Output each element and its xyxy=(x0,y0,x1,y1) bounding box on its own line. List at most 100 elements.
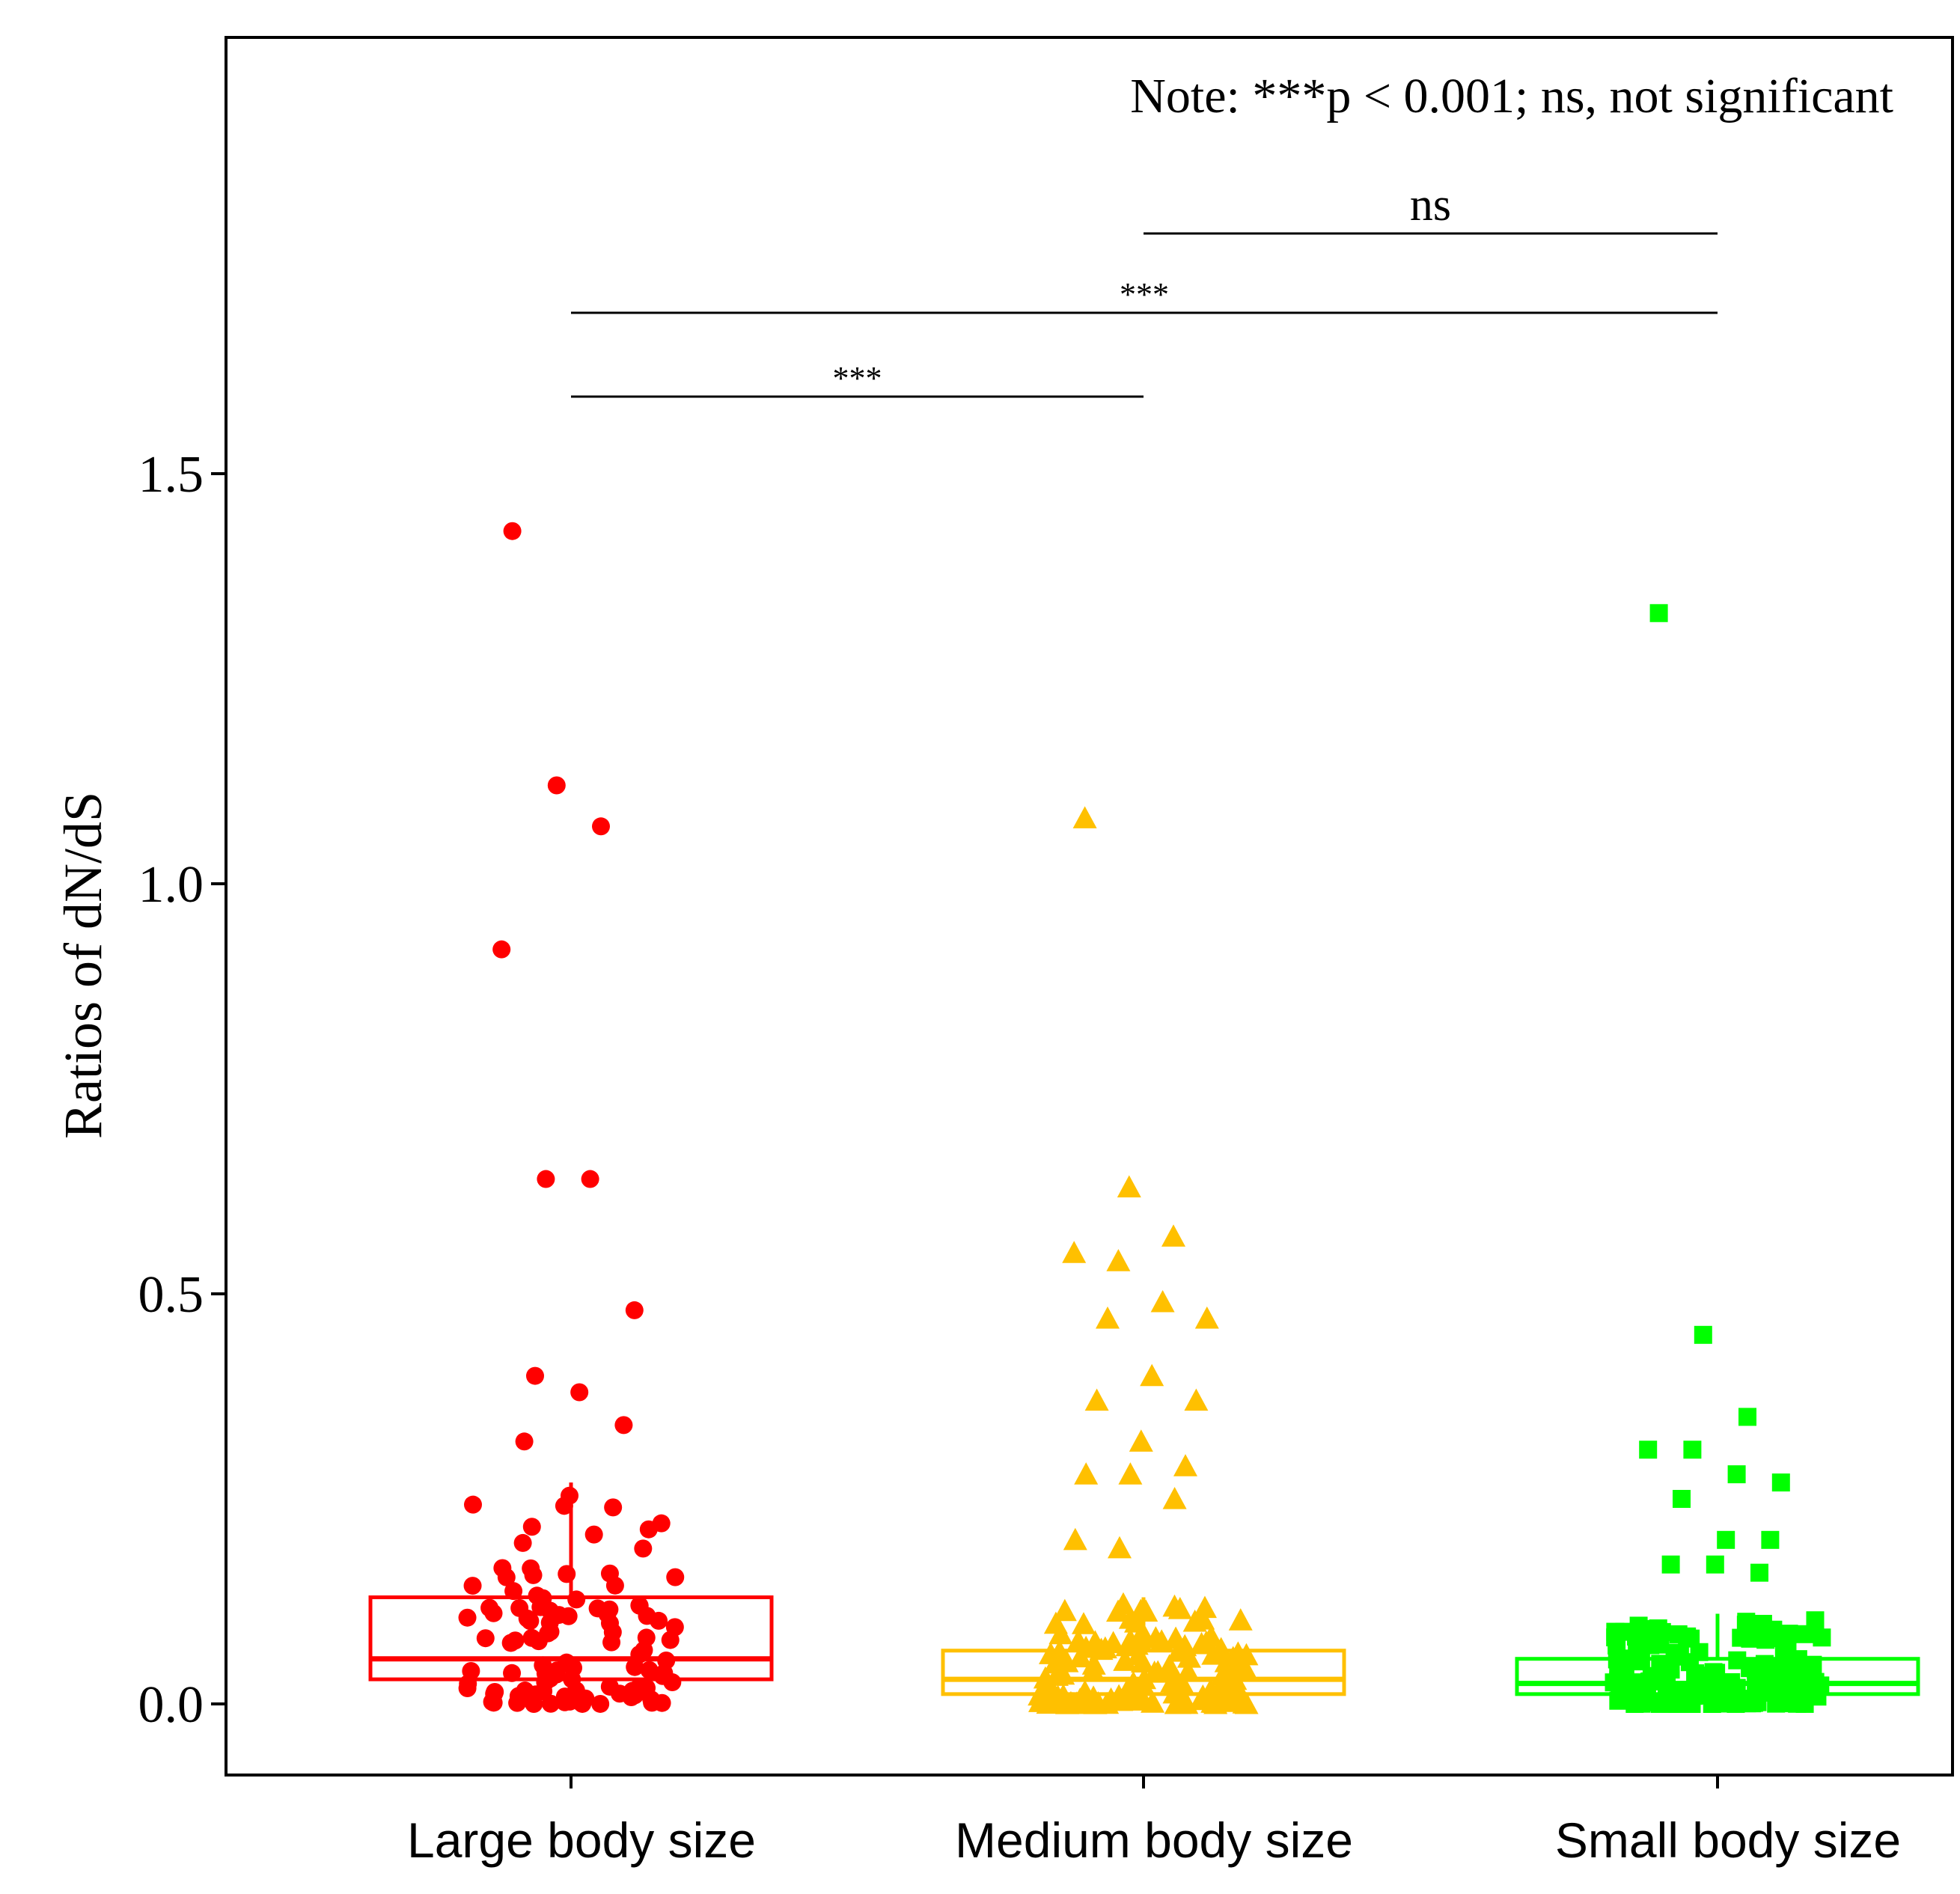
data-point xyxy=(1162,1594,1187,1617)
data-point xyxy=(1043,1651,1068,1674)
data-point xyxy=(459,1674,477,1693)
data-point xyxy=(518,1609,537,1628)
data-point xyxy=(1756,1631,1775,1649)
x-tick-label: Small body size xyxy=(1555,1812,1901,1868)
data-point xyxy=(513,1533,532,1552)
data-point xyxy=(524,1565,543,1584)
data-point xyxy=(602,1633,621,1652)
data-point xyxy=(1727,1465,1746,1484)
data-point xyxy=(1126,1643,1151,1666)
x-axis-ticks: Large body size Medium body size Small bod… xyxy=(407,1775,1901,1868)
data-point xyxy=(1162,1672,1187,1695)
data-point xyxy=(492,940,511,959)
data-point xyxy=(1071,1612,1096,1634)
data-point xyxy=(584,1525,603,1544)
data-point xyxy=(1683,1441,1702,1459)
data-point xyxy=(588,1599,607,1618)
data-point xyxy=(1096,1306,1120,1329)
data-point xyxy=(484,1604,503,1622)
data-point xyxy=(1753,1614,1772,1633)
data-point xyxy=(1028,1690,1052,1712)
data-point xyxy=(1164,1626,1188,1649)
data-point xyxy=(1194,1306,1219,1329)
data-point xyxy=(1118,1462,1143,1485)
data-point xyxy=(1676,1694,1694,1713)
data-point xyxy=(486,1683,504,1702)
x-tick-label: Medium body size xyxy=(955,1812,1353,1868)
data-point xyxy=(650,1611,668,1630)
data-point xyxy=(1117,1175,1141,1198)
data-point xyxy=(1084,1388,1109,1411)
data-point xyxy=(1192,1595,1217,1619)
data-point xyxy=(1144,1626,1168,1649)
data-point xyxy=(1093,1636,1117,1659)
data-point xyxy=(592,817,610,836)
significance-label: ns xyxy=(1410,180,1451,230)
y-tick-label: 1.0 xyxy=(138,856,204,914)
data-point xyxy=(1062,1241,1087,1263)
data-point xyxy=(1066,1629,1090,1652)
data-point xyxy=(640,1661,659,1679)
data-point xyxy=(463,1495,482,1514)
y-tick-label: 1.5 xyxy=(138,446,204,504)
data-point xyxy=(1228,1608,1253,1631)
data-point xyxy=(1150,1289,1175,1313)
data-point xyxy=(1161,1224,1185,1247)
data-point xyxy=(570,1383,589,1402)
data-point xyxy=(1063,1527,1087,1551)
data-point xyxy=(501,1634,520,1652)
data-point xyxy=(1113,1649,1138,1671)
data-point xyxy=(526,1366,544,1385)
data-point xyxy=(1771,1473,1790,1492)
data-point xyxy=(1134,1599,1158,1622)
data-point xyxy=(605,1576,624,1595)
data-point xyxy=(1176,1645,1201,1668)
data-point xyxy=(1209,1637,1233,1660)
data-point xyxy=(1052,1598,1077,1622)
data-point xyxy=(581,1170,599,1188)
data-point xyxy=(463,1577,482,1595)
data-point xyxy=(1184,1388,1209,1411)
data-point xyxy=(1649,604,1668,623)
data-point xyxy=(1109,1688,1134,1711)
data-point xyxy=(1750,1563,1768,1582)
data-point xyxy=(531,1598,550,1616)
box xyxy=(1515,1657,1920,1696)
data-point xyxy=(1641,1636,1660,1655)
data-point xyxy=(549,1606,568,1625)
y-tick-label: 0.5 xyxy=(138,1266,204,1324)
data-point xyxy=(522,1628,541,1647)
data-point xyxy=(1761,1530,1780,1549)
data-point xyxy=(1106,1249,1131,1271)
data-point xyxy=(1813,1628,1831,1647)
data-point xyxy=(522,1518,541,1536)
data-point xyxy=(661,1631,680,1649)
data-point xyxy=(652,1514,671,1533)
data-point xyxy=(1661,1555,1680,1574)
data-point xyxy=(1737,1613,1756,1631)
data-point xyxy=(1694,1325,1712,1344)
data-point xyxy=(1173,1454,1197,1476)
y-axis-ticks: 0.0 0.5 1.0 1.5 xyxy=(138,446,226,1734)
significance-bracket: *** xyxy=(571,360,1144,398)
data-point xyxy=(541,1622,560,1641)
boxplots xyxy=(368,1482,1920,1704)
data-point xyxy=(1727,1694,1745,1713)
data-point xyxy=(1625,1694,1644,1713)
data-point xyxy=(625,1301,644,1319)
data-point xyxy=(1232,1655,1257,1678)
data-point xyxy=(1631,1652,1650,1671)
y-axis-label: Ratios of dN/dS xyxy=(53,792,113,1139)
data-point xyxy=(515,1432,534,1451)
data-point xyxy=(1140,1363,1164,1387)
data-point xyxy=(1108,1536,1132,1559)
data-point xyxy=(611,1684,629,1703)
data-point xyxy=(1074,1462,1099,1485)
data-point xyxy=(634,1539,653,1558)
box xyxy=(941,1649,1346,1696)
data-point xyxy=(476,1629,495,1648)
data-point xyxy=(1748,1693,1767,1711)
data-points xyxy=(458,522,1831,1714)
